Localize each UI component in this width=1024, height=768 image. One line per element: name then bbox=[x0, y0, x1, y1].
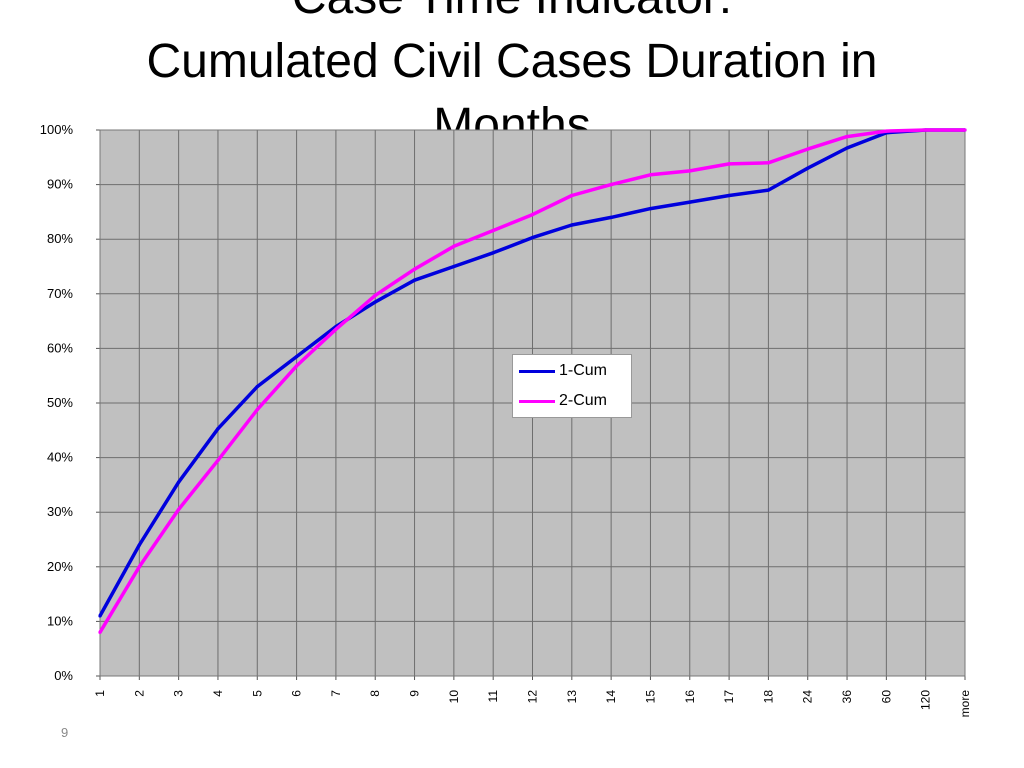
data-point-2 bbox=[294, 364, 299, 368]
y-tick-label: 10% bbox=[47, 613, 73, 628]
slide-title-line-1: Case Time Indicator: bbox=[0, 0, 1024, 26]
x-tick-label: 15 bbox=[643, 690, 657, 704]
data-point-1 bbox=[648, 207, 653, 211]
data-point-2 bbox=[924, 128, 928, 132]
data-point-1 bbox=[373, 300, 377, 304]
data-point-1 bbox=[255, 385, 259, 389]
data-point-1 bbox=[727, 193, 731, 198]
data-point-1 bbox=[688, 200, 692, 204]
data-point-2 bbox=[255, 407, 259, 412]
y-tick-label: 90% bbox=[47, 177, 73, 192]
x-tick-label: 14 bbox=[604, 690, 618, 704]
y-tick-label: 0% bbox=[54, 668, 73, 683]
data-point-1 bbox=[98, 614, 102, 618]
x-tick-label: 16 bbox=[683, 690, 697, 704]
data-point-2 bbox=[137, 565, 141, 569]
x-tick-label: 60 bbox=[879, 690, 893, 704]
data-point-1 bbox=[491, 251, 495, 255]
data-point-2 bbox=[766, 161, 771, 165]
legend-item-1: 1-Cum bbox=[519, 361, 607, 381]
legend-item-2: 2-Cum bbox=[519, 391, 607, 411]
x-tick-label: 7 bbox=[329, 690, 343, 697]
data-point-2 bbox=[491, 228, 495, 233]
data-point-1 bbox=[294, 354, 299, 359]
x-tick-label: 2 bbox=[132, 690, 146, 697]
x-tick-label: 11 bbox=[486, 690, 500, 703]
chart-legend: 1-Cum 2-Cum bbox=[512, 354, 632, 418]
data-point-2 bbox=[884, 129, 888, 133]
data-point-1 bbox=[530, 235, 535, 240]
data-point-2 bbox=[98, 630, 102, 634]
data-point-1 bbox=[137, 543, 141, 547]
y-tick-label: 70% bbox=[47, 286, 73, 301]
data-point-2 bbox=[727, 162, 731, 166]
data-point-1 bbox=[766, 188, 771, 192]
y-tick-label: 60% bbox=[47, 340, 73, 355]
legend-label-2: 2-Cum bbox=[559, 392, 608, 409]
data-point-2 bbox=[845, 134, 849, 139]
data-point-1 bbox=[216, 427, 220, 431]
x-tick-label: 6 bbox=[290, 690, 304, 697]
x-tick-label: 12 bbox=[526, 690, 540, 704]
y-tick-label: 40% bbox=[47, 450, 73, 465]
legend-swatch-1 bbox=[519, 369, 555, 373]
x-tick-label: 120 bbox=[919, 690, 933, 710]
x-tick-label: 36 bbox=[840, 690, 854, 704]
x-tick-label: 3 bbox=[172, 690, 186, 697]
data-point-2 bbox=[452, 244, 456, 248]
x-tick-label: 13 bbox=[565, 690, 579, 704]
data-point-2 bbox=[806, 147, 810, 151]
data-point-1 bbox=[806, 166, 810, 170]
x-tick-label: 8 bbox=[368, 690, 382, 697]
data-point-1 bbox=[609, 215, 613, 219]
data-point-1 bbox=[452, 264, 456, 269]
x-tick-label: 10 bbox=[447, 690, 461, 704]
data-point-1 bbox=[412, 278, 417, 282]
data-point-2 bbox=[373, 293, 377, 298]
x-tick-label: 5 bbox=[250, 690, 264, 697]
data-point-2 bbox=[648, 173, 653, 177]
data-point-1 bbox=[570, 223, 574, 227]
data-point-2 bbox=[177, 507, 181, 512]
data-point-2 bbox=[412, 267, 417, 271]
y-tick-label: 30% bbox=[47, 504, 73, 519]
y-tick-label: 50% bbox=[47, 395, 73, 410]
data-point-1 bbox=[177, 480, 181, 484]
legend-label-1: 1-Cum bbox=[559, 362, 608, 379]
x-tick-label: 17 bbox=[722, 690, 736, 704]
data-point-2 bbox=[570, 193, 574, 198]
x-tick-label: more bbox=[958, 690, 972, 718]
slide-page-number: 9 bbox=[61, 725, 69, 740]
data-point-2 bbox=[609, 183, 613, 187]
data-point-2 bbox=[688, 169, 692, 173]
x-tick-label: 4 bbox=[211, 690, 225, 697]
y-tick-label: 100% bbox=[40, 122, 74, 137]
slide-title-line-2: Cumulated Civil Cases Duration in bbox=[146, 35, 878, 88]
data-point-2 bbox=[530, 213, 535, 217]
y-tick-label: 20% bbox=[47, 559, 73, 574]
x-tick-label: 24 bbox=[801, 690, 815, 704]
x-tick-label: 9 bbox=[408, 690, 422, 697]
legend-swatch-2 bbox=[519, 399, 555, 403]
data-point-2 bbox=[216, 458, 220, 462]
x-tick-label: 1 bbox=[93, 690, 107, 697]
x-tick-label: 18 bbox=[761, 690, 775, 704]
plot-border bbox=[99, 129, 966, 677]
data-point-1 bbox=[845, 146, 849, 150]
y-tick-label: 80% bbox=[47, 231, 73, 246]
data-point-2 bbox=[963, 128, 967, 132]
data-point-2 bbox=[334, 327, 338, 331]
